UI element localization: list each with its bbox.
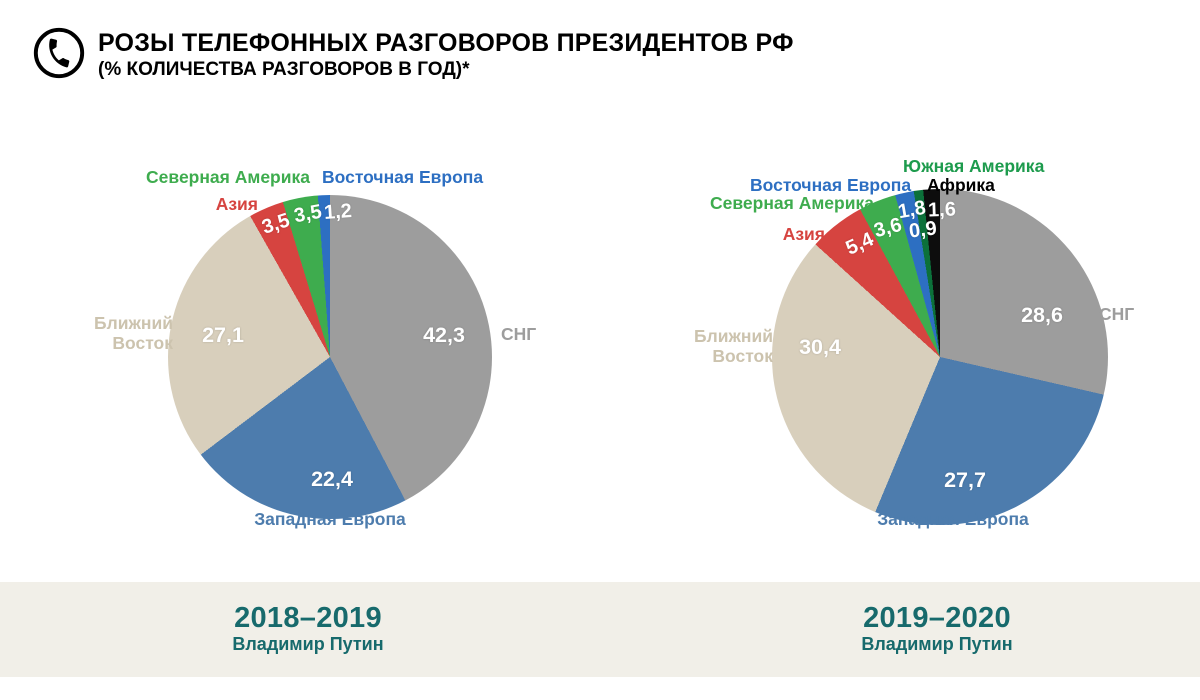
phone-icon: [33, 27, 85, 79]
chart0-value-vostochnaya-evropa: 1,2: [323, 200, 353, 224]
page-subtitle: (% КОЛИЧЕСТВА РАЗГОВОРОВ В ГОД)*: [98, 59, 470, 80]
chart0-value-sng: 42,3: [423, 323, 465, 347]
chart1-value-afrika: 1,6: [927, 198, 957, 222]
chart1-label-zapadnaya-evropa: Западная Европа: [877, 509, 1029, 529]
chart1-value-zapadnaya-evropa: 27,7: [944, 468, 986, 492]
chart1-label-yuzhnaya-amerika: Южная Америка: [903, 156, 1045, 176]
chart1-label-sng: СНГ: [1099, 304, 1135, 324]
pie-2018-2019: [168, 195, 492, 519]
chart0-value-blizhniy-vostok: 27,1: [202, 323, 244, 347]
page-title: РОЗЫ ТЕЛЕФОННЫХ РАЗГОВОРОВ ПРЕЗИДЕНТОВ Р…: [98, 29, 794, 57]
chart1-value-blizhniy-vostok: 30,4: [799, 335, 841, 359]
chart1-label-blizhniy-vostok: Ближний Восток: [694, 326, 773, 366]
period-president-2019-2020: Владимир Путин: [861, 634, 1013, 654]
chart0-label-vostochnaya-evropa: Восточная Европа: [322, 167, 484, 187]
chart1-label-afrika: Африка: [927, 175, 995, 195]
chart1-label-aziya: Азия: [782, 224, 825, 244]
chart0-label-aziya: Азия: [215, 194, 258, 214]
chart1-value-sng: 28,6: [1021, 303, 1063, 327]
chart1-label-severnaya-amerika: Северная Америка: [710, 193, 874, 213]
chart0-label-severnaya-amerika: Северная Америка: [146, 167, 310, 187]
footer-strip: [0, 582, 1200, 677]
pie-2019-2020: [772, 189, 1108, 525]
chart0-label-sng: СНГ: [501, 324, 537, 344]
period-years-2019-2020: 2019–2020: [863, 602, 1011, 634]
period-president-2018-2019: Владимир Путин: [232, 634, 384, 654]
chart0-label-zapadnaya-evropa: Западная Европа: [254, 509, 406, 529]
chart0-label-blizhniy-vostok: Ближний Восток: [94, 313, 173, 353]
period-years-2018-2019: 2018–2019: [234, 602, 382, 634]
chart0-value-zapadnaya-evropa: 22,4: [311, 467, 353, 491]
chart1-label-vostochnaya-evropa: Восточная Европа: [750, 175, 912, 195]
